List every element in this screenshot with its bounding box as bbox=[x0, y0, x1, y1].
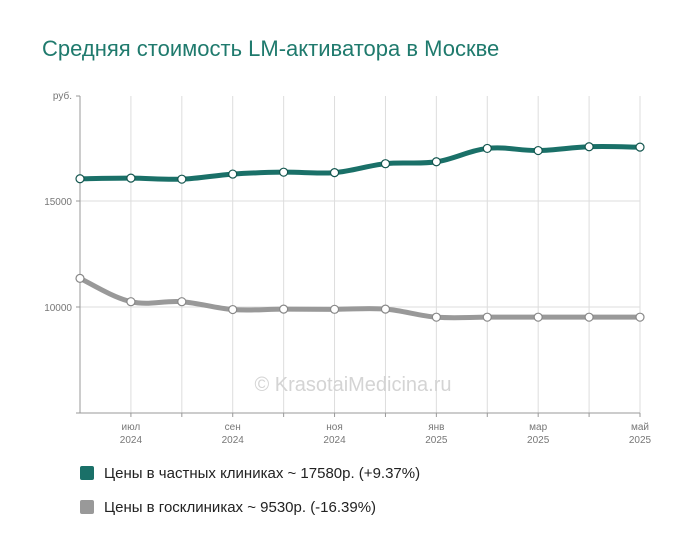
x-tick-label-year: 2024 bbox=[222, 435, 245, 446]
data-point-0-1 bbox=[126, 173, 136, 183]
data-point-1-2 bbox=[177, 297, 187, 307]
data-point-1-0 bbox=[75, 273, 85, 283]
x-tick-label-month: май bbox=[631, 422, 649, 433]
legend-label-public: Цены в госклиниках ~ 9530р. (-16.39%) bbox=[104, 498, 377, 516]
x-tick-label-month: июл bbox=[122, 422, 141, 433]
series-lines bbox=[77, 144, 643, 321]
legend-label-private: Цены в частных клиниках ~ 17580р. (+9.37… bbox=[104, 464, 421, 482]
data-point-1-4 bbox=[279, 304, 289, 314]
data-point-0-6 bbox=[380, 159, 391, 169]
data-point-1-8 bbox=[482, 312, 492, 322]
legend-swatch-private bbox=[80, 466, 94, 480]
series-line-1 bbox=[77, 275, 643, 321]
y-tick-label: 10000 bbox=[44, 303, 72, 314]
y-unit-label: руб. bbox=[53, 90, 72, 102]
x-tick-label-month: ноя bbox=[326, 422, 343, 433]
x-tick-label-year: 2024 bbox=[323, 435, 346, 446]
data-point-1-1 bbox=[126, 297, 136, 307]
data-point-0-0 bbox=[75, 174, 85, 184]
data-point-0-10 bbox=[584, 142, 594, 152]
series-points bbox=[75, 142, 645, 322]
data-point-0-5 bbox=[329, 167, 340, 178]
x-tick-label-year: 2024 bbox=[120, 435, 143, 446]
x-tick-label-month: янв bbox=[428, 422, 444, 433]
grid bbox=[80, 96, 641, 413]
legend-item-private[interactable]: Цены в частных клиниках ~ 17580р. (+9.37… bbox=[80, 463, 420, 483]
series-line-0 bbox=[77, 144, 643, 182]
legend-item-public[interactable]: Цены в госклиниках ~ 9530р. (-16.39%) bbox=[80, 497, 376, 517]
data-point-0-9 bbox=[533, 145, 543, 156]
x-tick-label-year: 2025 bbox=[527, 435, 550, 446]
data-point-0-8 bbox=[482, 143, 492, 154]
legend-swatch-public bbox=[80, 500, 94, 514]
data-point-0-3 bbox=[228, 169, 238, 179]
data-point-0-7 bbox=[431, 157, 441, 167]
data-point-0-2 bbox=[177, 174, 187, 184]
x-tick-label-year: 2025 bbox=[425, 435, 448, 446]
data-point-0-11 bbox=[635, 142, 645, 152]
chart-title: Средняя стоимость LM-активатора в Москве bbox=[42, 36, 500, 61]
data-point-1-5 bbox=[329, 304, 340, 314]
y-tick-label: 15000 bbox=[44, 197, 72, 208]
data-point-1-10 bbox=[584, 312, 594, 322]
x-tick-label-month: мар bbox=[529, 422, 547, 433]
x-tick-label-year: 2025 bbox=[629, 435, 652, 446]
data-point-1-6 bbox=[380, 304, 391, 314]
data-point-1-3 bbox=[228, 304, 238, 315]
x-tick-label-month: сен bbox=[225, 422, 241, 433]
data-point-0-4 bbox=[279, 167, 289, 177]
watermark: © KrasotaiMedicina.ru bbox=[254, 374, 451, 396]
data-point-1-9 bbox=[533, 312, 543, 322]
axes: 10000 15000 руб. июл 2024 сен 2024 ноя 2024 янв 20… bbox=[44, 90, 651, 446]
data-point-1-11 bbox=[635, 312, 645, 322]
data-point-1-7 bbox=[431, 312, 441, 322]
